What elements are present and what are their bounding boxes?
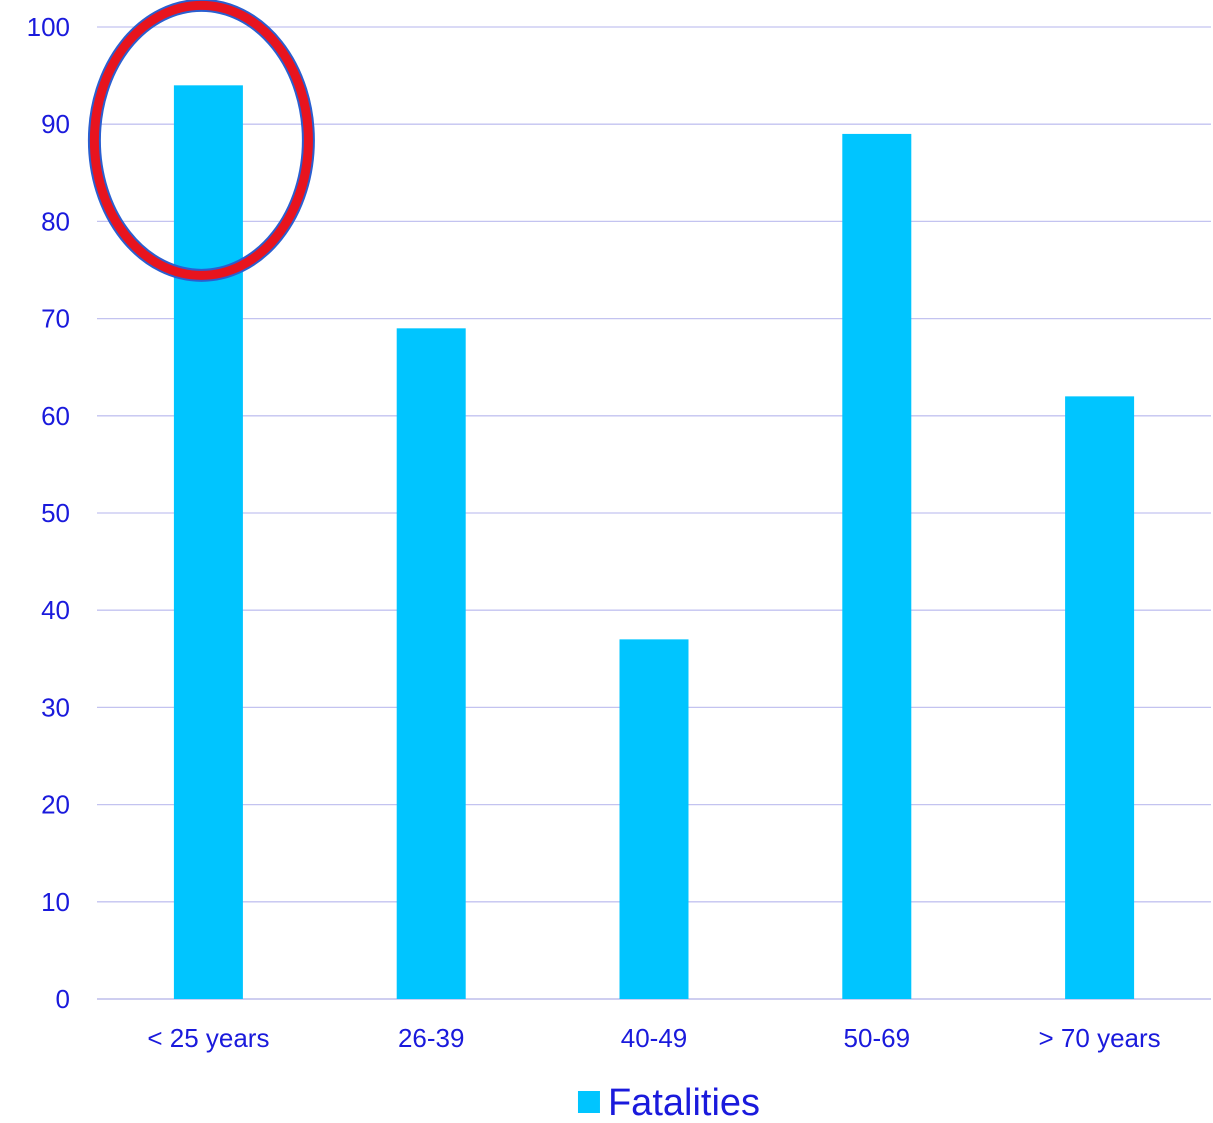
y-tick-label: 10 [41, 887, 70, 917]
bar [397, 328, 466, 999]
legend: Fatalities [578, 1082, 760, 1123]
x-tick-label: 50-69 [844, 1023, 911, 1053]
legend-label: Fatalities [608, 1082, 760, 1123]
y-tick-label: 70 [41, 304, 70, 334]
x-tick-label: 26-39 [398, 1023, 465, 1053]
y-tick-label: 40 [41, 595, 70, 625]
bar [174, 85, 243, 999]
y-tick-label: 100 [27, 12, 70, 42]
x-tick-label: < 25 years [147, 1023, 269, 1053]
y-tick-label: 0 [56, 984, 70, 1014]
y-tick-label: 80 [41, 206, 70, 236]
y-tick-label: 30 [41, 692, 70, 722]
x-tick-label: > 70 years [1039, 1023, 1161, 1053]
y-tick-label: 20 [41, 790, 70, 820]
bar [842, 134, 911, 999]
y-tick-label: 90 [41, 109, 70, 139]
y-tick-label: 60 [41, 401, 70, 431]
legend-swatch [578, 1091, 600, 1113]
y-tick-label: 50 [41, 498, 70, 528]
bar [1065, 396, 1134, 999]
bar [620, 639, 689, 999]
x-tick-label: 40-49 [621, 1023, 688, 1053]
